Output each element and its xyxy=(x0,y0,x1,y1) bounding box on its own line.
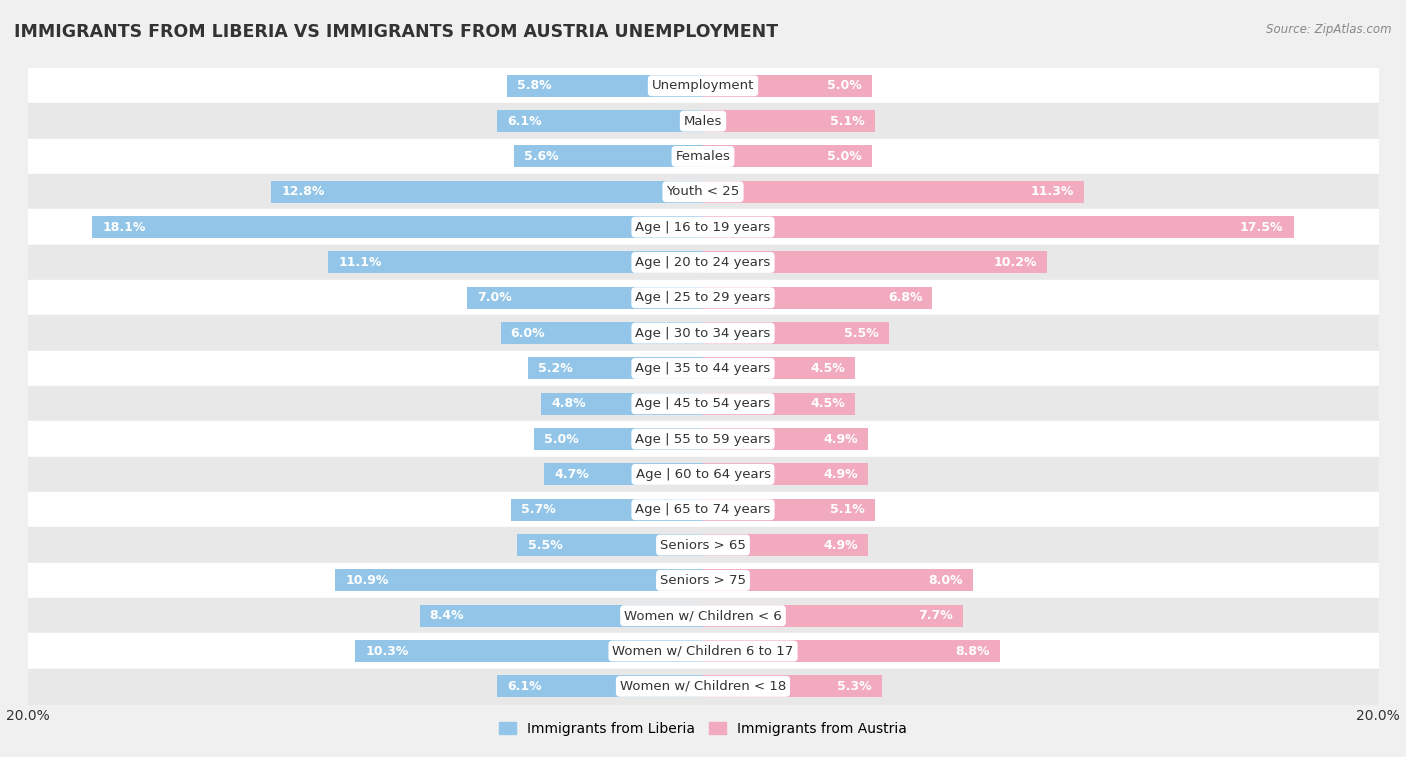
Bar xyxy=(517,534,703,556)
Bar xyxy=(703,357,855,379)
Text: Seniors > 65: Seniors > 65 xyxy=(659,538,747,552)
Bar xyxy=(271,181,703,203)
Text: 6.0%: 6.0% xyxy=(510,326,546,340)
Text: Youth < 25: Youth < 25 xyxy=(666,185,740,198)
Text: 5.3%: 5.3% xyxy=(837,680,872,693)
Bar xyxy=(703,111,875,132)
Text: 5.0%: 5.0% xyxy=(827,150,862,163)
Text: 4.5%: 4.5% xyxy=(810,397,845,410)
Text: Age | 45 to 54 years: Age | 45 to 54 years xyxy=(636,397,770,410)
Text: 5.0%: 5.0% xyxy=(544,432,579,446)
Text: 4.5%: 4.5% xyxy=(810,362,845,375)
Bar xyxy=(356,640,703,662)
Text: Unemployment: Unemployment xyxy=(652,79,754,92)
Bar xyxy=(510,499,703,521)
Bar xyxy=(703,428,869,450)
Bar xyxy=(508,75,703,97)
Text: 11.3%: 11.3% xyxy=(1031,185,1074,198)
Bar xyxy=(703,675,882,697)
Bar xyxy=(703,217,1294,238)
Bar xyxy=(541,393,703,415)
Text: Males: Males xyxy=(683,114,723,128)
Text: 5.0%: 5.0% xyxy=(827,79,862,92)
Text: 4.9%: 4.9% xyxy=(824,468,858,481)
Bar xyxy=(703,605,963,627)
Text: Source: ZipAtlas.com: Source: ZipAtlas.com xyxy=(1267,23,1392,36)
Text: 8.8%: 8.8% xyxy=(955,644,990,658)
Text: 4.9%: 4.9% xyxy=(824,538,858,552)
Bar xyxy=(703,181,1084,203)
Bar xyxy=(703,322,889,344)
Text: Women w/ Children < 6: Women w/ Children < 6 xyxy=(624,609,782,622)
Text: 5.6%: 5.6% xyxy=(524,150,558,163)
Text: 10.3%: 10.3% xyxy=(366,644,409,658)
Text: Women w/ Children < 18: Women w/ Children < 18 xyxy=(620,680,786,693)
Text: Age | 55 to 59 years: Age | 55 to 59 years xyxy=(636,432,770,446)
Bar xyxy=(527,357,703,379)
Bar xyxy=(498,111,703,132)
Text: 8.4%: 8.4% xyxy=(430,609,464,622)
Text: 4.7%: 4.7% xyxy=(554,468,589,481)
Bar xyxy=(329,251,703,273)
Text: Age | 35 to 44 years: Age | 35 to 44 years xyxy=(636,362,770,375)
Text: Age | 30 to 34 years: Age | 30 to 34 years xyxy=(636,326,770,340)
Text: Females: Females xyxy=(675,150,731,163)
Text: Seniors > 75: Seniors > 75 xyxy=(659,574,747,587)
Bar xyxy=(467,287,703,309)
Text: 5.1%: 5.1% xyxy=(830,114,865,128)
Text: 5.8%: 5.8% xyxy=(517,79,553,92)
Text: 7.7%: 7.7% xyxy=(918,609,953,622)
Bar xyxy=(703,569,973,591)
Bar xyxy=(703,251,1047,273)
Text: Age | 60 to 64 years: Age | 60 to 64 years xyxy=(636,468,770,481)
Bar xyxy=(335,569,703,591)
Text: Age | 20 to 24 years: Age | 20 to 24 years xyxy=(636,256,770,269)
Text: 5.5%: 5.5% xyxy=(844,326,879,340)
Text: Age | 25 to 29 years: Age | 25 to 29 years xyxy=(636,291,770,304)
Bar xyxy=(703,534,869,556)
Text: 6.8%: 6.8% xyxy=(887,291,922,304)
Bar xyxy=(703,287,932,309)
Bar xyxy=(544,463,703,485)
Bar xyxy=(93,217,703,238)
Legend: Immigrants from Liberia, Immigrants from Austria: Immigrants from Liberia, Immigrants from… xyxy=(494,716,912,742)
Text: 10.9%: 10.9% xyxy=(346,574,388,587)
Bar xyxy=(703,640,1000,662)
Text: 5.5%: 5.5% xyxy=(527,538,562,552)
Bar xyxy=(703,463,869,485)
Bar xyxy=(703,499,875,521)
Bar xyxy=(501,322,703,344)
Bar xyxy=(703,393,855,415)
Bar xyxy=(515,145,703,167)
Text: Age | 65 to 74 years: Age | 65 to 74 years xyxy=(636,503,770,516)
Text: Age | 16 to 19 years: Age | 16 to 19 years xyxy=(636,220,770,234)
Text: 18.1%: 18.1% xyxy=(103,220,146,234)
Bar xyxy=(498,675,703,697)
Text: 6.1%: 6.1% xyxy=(508,680,541,693)
Text: 11.1%: 11.1% xyxy=(339,256,382,269)
Text: 5.7%: 5.7% xyxy=(520,503,555,516)
Text: 4.8%: 4.8% xyxy=(551,397,586,410)
Text: 8.0%: 8.0% xyxy=(928,574,963,587)
Text: 7.0%: 7.0% xyxy=(477,291,512,304)
Text: 10.2%: 10.2% xyxy=(994,256,1038,269)
Text: 6.1%: 6.1% xyxy=(508,114,541,128)
Text: IMMIGRANTS FROM LIBERIA VS IMMIGRANTS FROM AUSTRIA UNEMPLOYMENT: IMMIGRANTS FROM LIBERIA VS IMMIGRANTS FR… xyxy=(14,23,778,41)
Bar xyxy=(419,605,703,627)
Text: 4.9%: 4.9% xyxy=(824,432,858,446)
Text: 5.1%: 5.1% xyxy=(830,503,865,516)
Text: 12.8%: 12.8% xyxy=(281,185,325,198)
Text: Women w/ Children 6 to 17: Women w/ Children 6 to 17 xyxy=(613,644,793,658)
Text: 5.2%: 5.2% xyxy=(537,362,572,375)
Text: 17.5%: 17.5% xyxy=(1240,220,1284,234)
Bar xyxy=(534,428,703,450)
Bar xyxy=(703,75,872,97)
Bar xyxy=(703,145,872,167)
